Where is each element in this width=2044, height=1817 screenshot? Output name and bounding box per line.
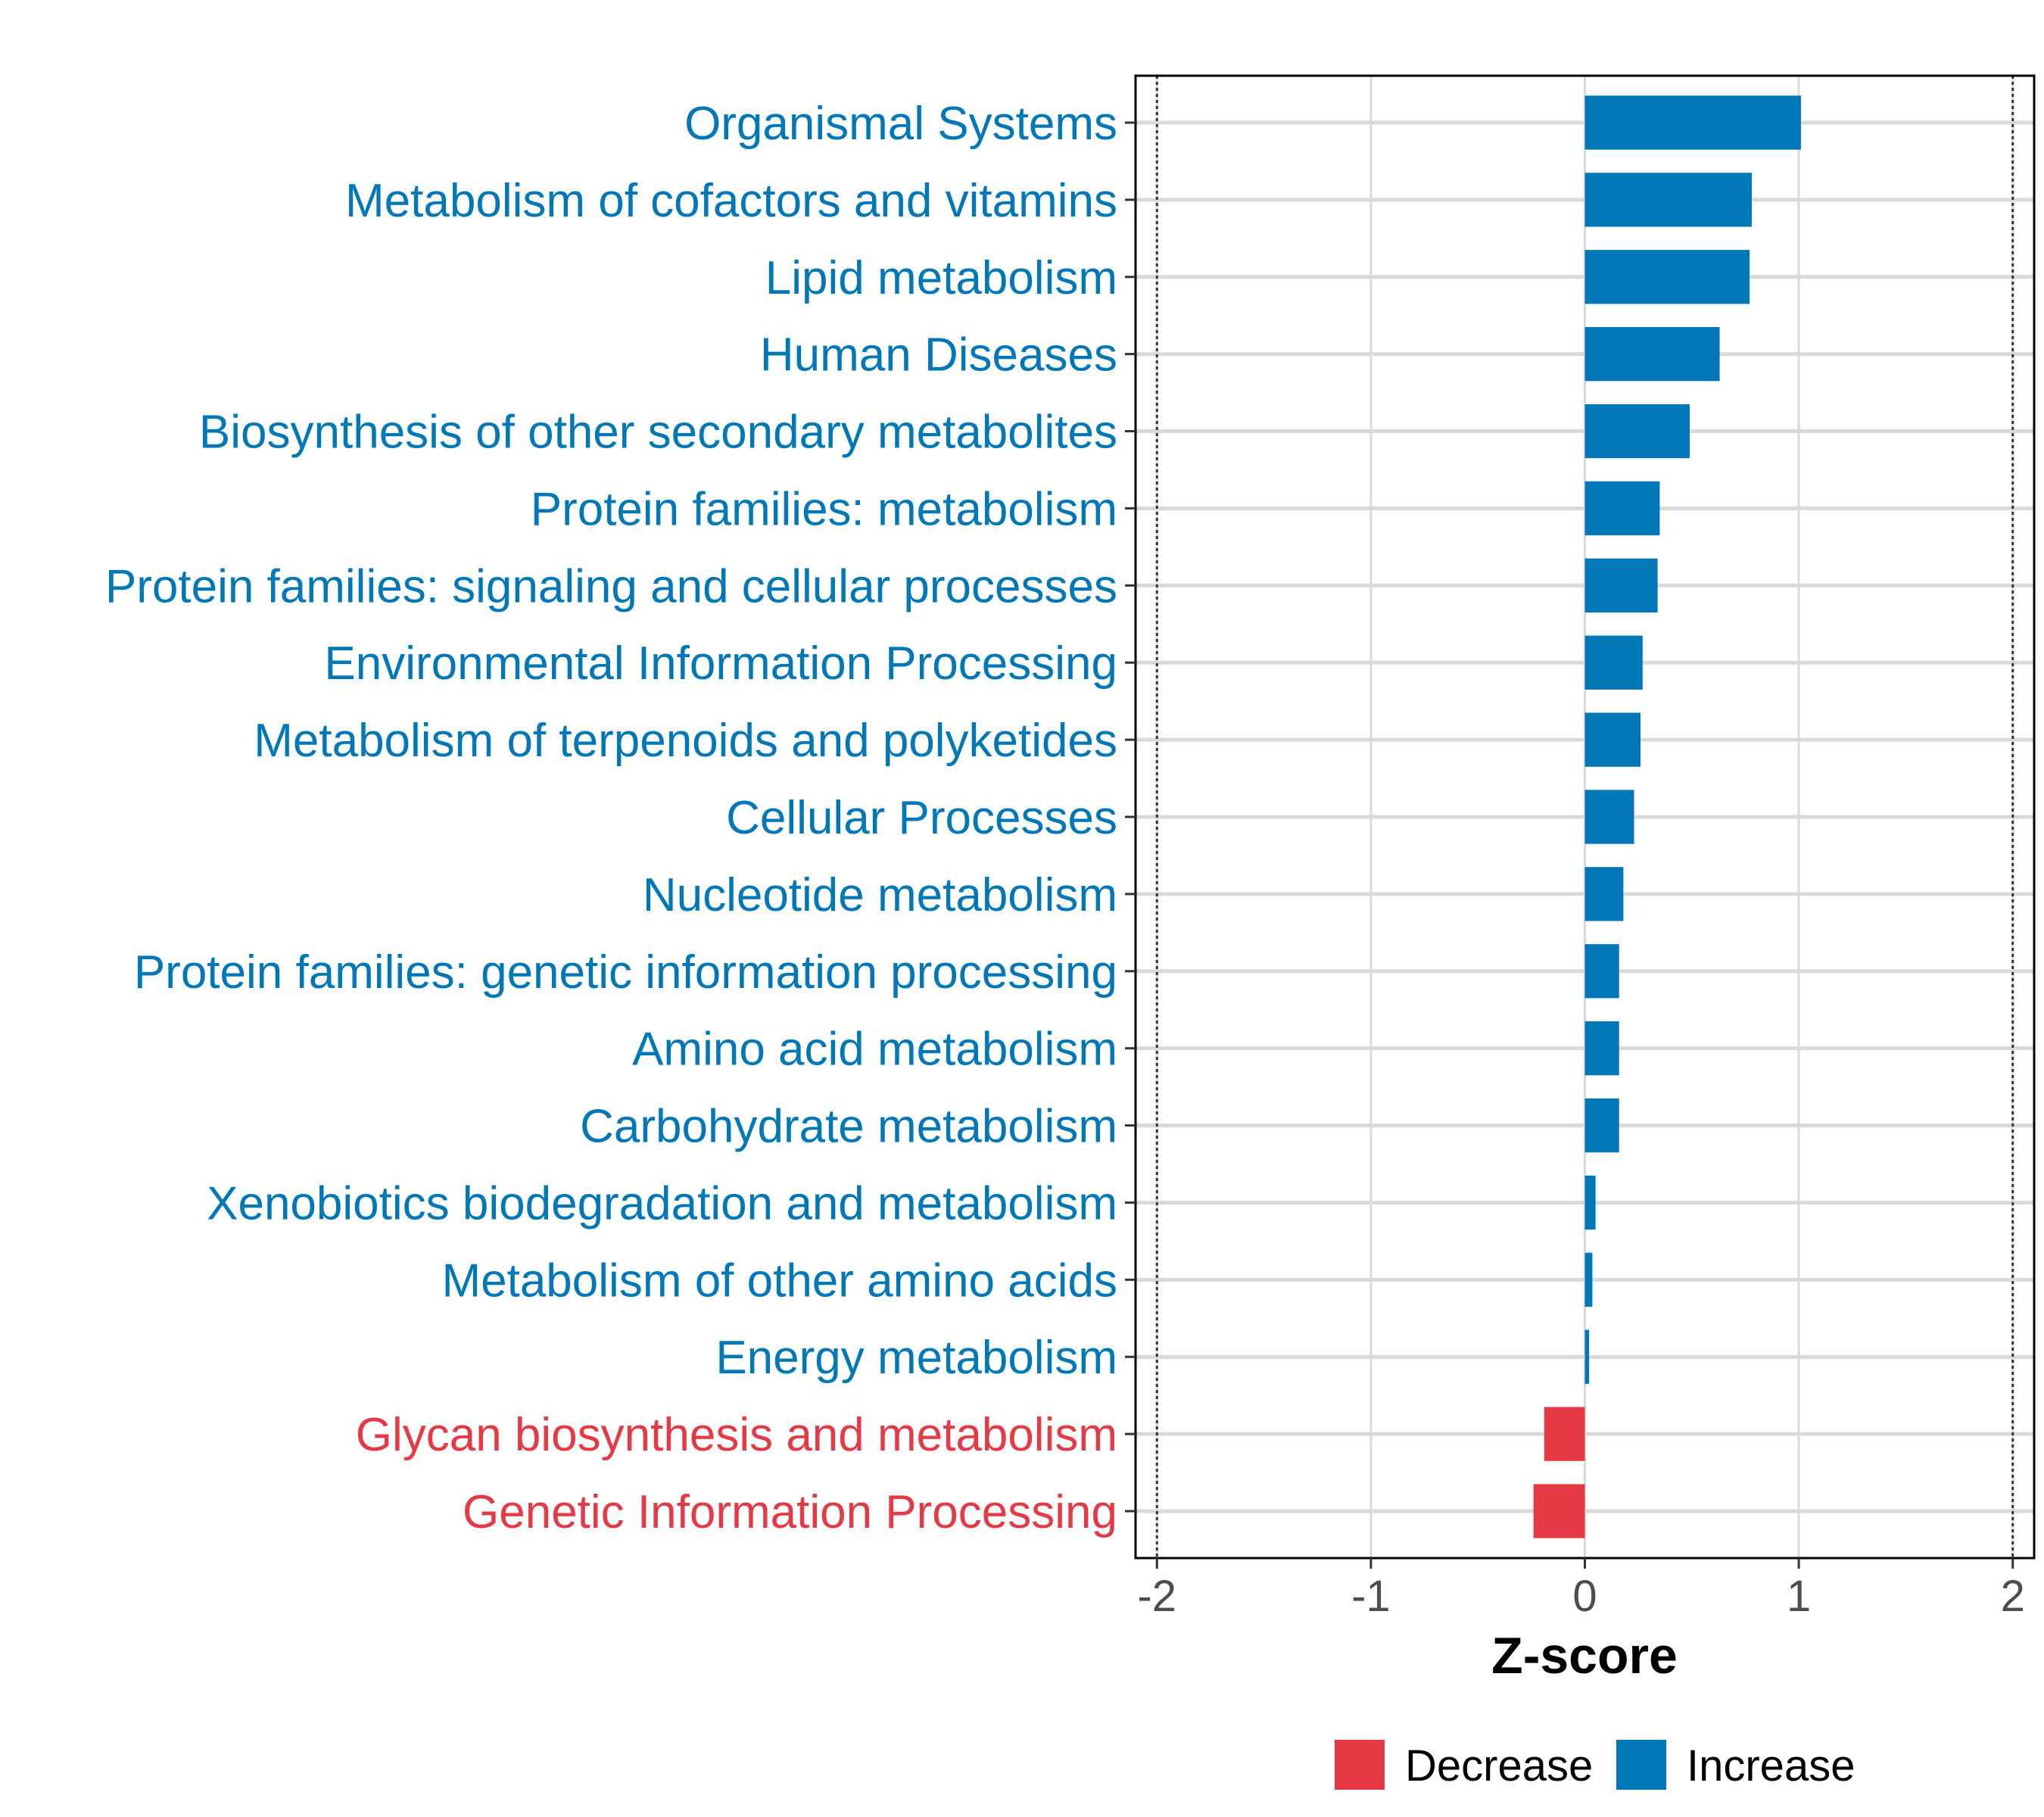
y-axis-ticks — [1125, 121, 1136, 1513]
category-label-0: Organismal Systems — [684, 98, 1117, 150]
legend: Decrease Increase — [1335, 1740, 1855, 1791]
bar-4 — [1584, 404, 1690, 459]
x-tick-label-3: 1 — [1787, 1572, 1811, 1621]
bar-2 — [1584, 250, 1750, 304]
category-label-18: Genetic Information Processing — [463, 1486, 1117, 1538]
bar-15 — [1584, 1252, 1593, 1307]
bar-12 — [1584, 1021, 1619, 1076]
category-label-16: Energy metabolism — [715, 1332, 1117, 1384]
x-axis-ticks: -2 -1 0 1 2 — [1137, 1558, 2025, 1621]
bar-layer — [1533, 95, 1801, 1538]
legend-label-decrease: Decrease — [1405, 1741, 1593, 1791]
x-axis-title: Z-score — [1491, 1627, 1678, 1685]
bar-10 — [1584, 867, 1624, 921]
category-label-5: Protein families: metabolism — [531, 483, 1117, 535]
category-label-15: Metabolism of other amino acids — [441, 1254, 1117, 1307]
bar-11 — [1584, 944, 1619, 999]
bar-3 — [1584, 327, 1720, 382]
legend-swatch-decrease — [1335, 1740, 1385, 1790]
bar-5 — [1584, 481, 1660, 536]
bar-16 — [1584, 1329, 1590, 1384]
bar-9 — [1584, 790, 1634, 844]
legend-swatch-increase — [1616, 1740, 1666, 1790]
category-label-8: Metabolism of terpenoids and polyketides — [254, 715, 1117, 767]
category-label-9: Cellular Processes — [726, 792, 1117, 844]
category-label-11: Protein families: genetic information pr… — [134, 946, 1117, 999]
category-label-12: Amino acid metabolism — [632, 1024, 1117, 1076]
category-label-3: Human Diseases — [760, 329, 1117, 382]
category-label-4: Biosynthesis of other secondary metaboli… — [199, 407, 1117, 459]
x-tick-label-2: 0 — [1572, 1572, 1597, 1621]
category-label-13: Carbohydrate metabolism — [580, 1101, 1117, 1153]
bar-18 — [1533, 1484, 1585, 1538]
category-labels: Organismal Systems Metabolism of cofactor… — [105, 98, 1117, 1538]
bar-17 — [1544, 1407, 1585, 1461]
bar-7 — [1584, 635, 1643, 690]
bar-6 — [1584, 558, 1658, 612]
bar-13 — [1584, 1098, 1619, 1153]
category-label-1: Metabolism of cofactors and vitamins — [345, 175, 1117, 227]
x-tick-label-0: -2 — [1137, 1572, 1176, 1621]
bar-0 — [1584, 95, 1801, 150]
bar-1 — [1584, 173, 1752, 227]
category-label-14: Xenobiotics biodegradation and metabolis… — [207, 1177, 1117, 1230]
x-tick-label-4: 2 — [2001, 1572, 2025, 1621]
category-label-17: Glycan biosynthesis and metabolism — [356, 1409, 1117, 1461]
category-label-10: Nucleotide metabolism — [643, 869, 1117, 921]
reference-lines — [1155, 76, 2014, 1558]
category-label-2: Lipid metabolism — [765, 252, 1117, 304]
category-label-7: Environmental Information Processing — [324, 637, 1117, 690]
legend-label-increase: Increase — [1687, 1741, 1855, 1791]
bar-14 — [1584, 1175, 1596, 1230]
category-label-6: Protein families: signaling and cellular… — [105, 560, 1117, 612]
bar-8 — [1584, 712, 1640, 767]
x-tick-label-1: -1 — [1351, 1572, 1391, 1621]
